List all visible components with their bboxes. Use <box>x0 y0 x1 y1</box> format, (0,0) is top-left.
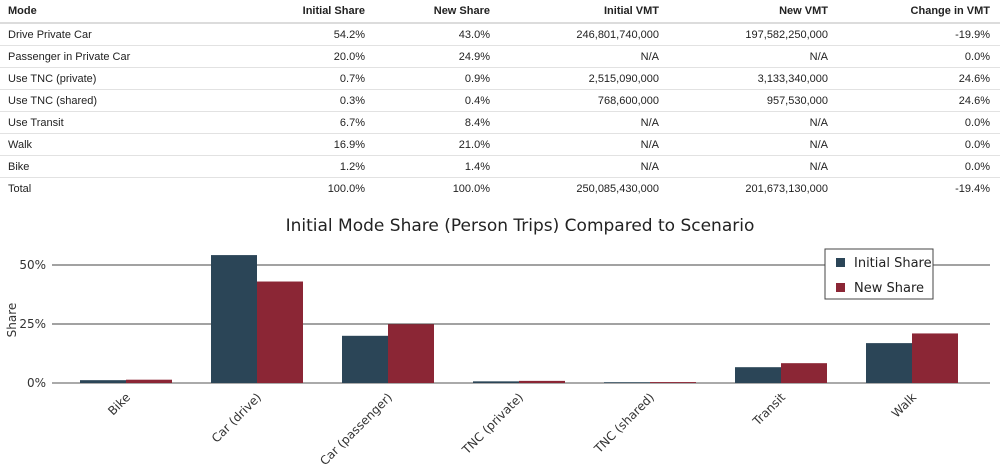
legend-label-initial: Initial Share <box>854 256 932 271</box>
cell-initial-share: 16.9% <box>209 133 371 156</box>
cell-change-vmt: 24.6% <box>834 89 1000 112</box>
y-axis-label: Share <box>5 303 19 338</box>
table-row: Passenger in Private Car 20.0% 24.9% N/A… <box>0 45 1000 68</box>
bar-initial-bike[interactable] <box>80 380 126 383</box>
cell-mode: Total <box>0 177 209 199</box>
cell-new-vmt: N/A <box>665 45 834 68</box>
cell-mode: Walk <box>0 133 209 156</box>
table-row: Walk 16.9% 21.0% N/A N/A 0.0% <box>0 133 1000 156</box>
legend-swatch-new <box>836 283 845 292</box>
cell-new-share: 8.4% <box>371 111 496 134</box>
bar-initial-car-passenger[interactable] <box>342 335 388 383</box>
cell-initial-vmt: 246,801,740,000 <box>496 22 665 46</box>
cell-change-vmt: -19.4% <box>834 177 1000 199</box>
cell-mode: Use TNC (private) <box>0 67 209 90</box>
cell-new-vmt: 3,133,340,000 <box>665 67 834 90</box>
table-row: Use Transit 6.7% 8.4% N/A N/A 0.0% <box>0 111 1000 134</box>
cell-new-share: 100.0% <box>371 177 496 199</box>
cell-mode: Passenger in Private Car <box>0 45 209 68</box>
col-header-new-share: New Share <box>371 0 496 24</box>
legend-label-new: New Share <box>854 281 924 296</box>
x-tick-label: Transit <box>749 390 788 429</box>
chart-title: Initial Mode Share (Person Trips) Compar… <box>286 216 755 236</box>
cell-change-vmt: -19.9% <box>834 22 1000 46</box>
bar-new-tnc-private[interactable] <box>519 380 565 383</box>
cell-initial-vmt: N/A <box>496 133 665 156</box>
cell-new-share: 1.4% <box>371 155 496 178</box>
legend-swatch-initial <box>836 258 845 267</box>
col-header-initial-vmt: Initial VMT <box>496 0 665 24</box>
cell-change-vmt: 24.6% <box>834 67 1000 90</box>
cell-initial-vmt: N/A <box>496 155 665 178</box>
bar-initial-tnc-private[interactable] <box>473 381 519 383</box>
table-row: Drive Private Car 54.2% 43.0% 246,801,74… <box>0 22 1000 46</box>
bar-series <box>80 255 958 383</box>
cell-initial-vmt: 2,515,090,000 <box>496 67 665 90</box>
bar-initial-walk[interactable] <box>866 343 912 383</box>
table-row: Bike 1.2% 1.4% N/A N/A 0.0% <box>0 155 1000 178</box>
mode-share-chart: Initial Mode Share (Person Trips) Compar… <box>5 216 990 468</box>
cell-new-vmt: 957,530,000 <box>665 89 834 112</box>
cell-initial-vmt: 768,600,000 <box>496 89 665 112</box>
table-header-row: Mode Initial Share New Share Initial VMT… <box>0 0 1000 24</box>
y-tick-labels: 0% 25% 50% <box>19 258 46 390</box>
cell-change-vmt: 0.0% <box>834 45 1000 68</box>
cell-initial-vmt: N/A <box>496 45 665 68</box>
x-tick-label: Car (drive) <box>209 390 264 445</box>
table-row-total: Total 100.0% 100.0% 250,085,430,000 201,… <box>0 177 1000 199</box>
cell-initial-share: 0.3% <box>209 89 371 112</box>
col-header-new-vmt: New VMT <box>665 0 834 24</box>
cell-initial-vmt: N/A <box>496 111 665 134</box>
col-header-initial-share: Initial Share <box>209 0 371 24</box>
cell-initial-vmt: 250,085,430,000 <box>496 177 665 199</box>
cell-new-share: 0.4% <box>371 89 496 112</box>
cell-mode: Use TNC (shared) <box>0 89 209 112</box>
bar-new-car-drive[interactable] <box>257 281 303 383</box>
x-tick-labels: Bike Car (drive) Car (passenger) TNC (priva… <box>105 390 919 468</box>
cell-new-vmt: N/A <box>665 111 834 134</box>
x-tick-label: Car (passenger) <box>317 390 395 468</box>
bar-new-car-passenger[interactable] <box>388 324 434 383</box>
table-row: Use TNC (shared) 0.3% 0.4% 768,600,000 9… <box>0 89 1000 112</box>
bar-new-walk[interactable] <box>912 333 958 383</box>
cell-new-vmt: 197,582,250,000 <box>665 22 834 46</box>
table-row: Use TNC (private) 0.7% 0.9% 2,515,090,00… <box>0 67 1000 90</box>
cell-new-share: 21.0% <box>371 133 496 156</box>
legend[interactable]: Initial Share New Share <box>824 248 934 300</box>
x-tick-label: Walk <box>889 390 919 420</box>
cell-initial-share: 6.7% <box>209 111 371 134</box>
cell-mode: Use Transit <box>0 111 209 134</box>
bar-new-tnc-shared[interactable] <box>650 382 696 383</box>
y-tick-label: 0% <box>27 376 46 390</box>
x-tick-label: TNC (shared) <box>591 390 657 456</box>
mode-share-table: Mode Initial Share New Share Initial VMT… <box>0 0 1000 199</box>
bar-initial-tnc-shared[interactable] <box>604 382 650 383</box>
y-tick-label: 25% <box>19 317 46 331</box>
col-header-change-vmt: Change in VMT <box>834 0 1000 24</box>
bar-initial-car-drive[interactable] <box>211 255 257 383</box>
cell-mode: Drive Private Car <box>0 22 209 46</box>
cell-new-share: 43.0% <box>371 22 496 46</box>
y-tick-label: 50% <box>19 258 46 272</box>
cell-initial-share: 0.7% <box>209 67 371 90</box>
cell-initial-share: 54.2% <box>209 22 371 46</box>
cell-new-vmt: 201,673,130,000 <box>665 177 834 199</box>
cell-new-share: 24.9% <box>371 45 496 68</box>
cell-initial-share: 100.0% <box>209 177 371 199</box>
cell-change-vmt: 0.0% <box>834 155 1000 178</box>
col-header-mode: Mode <box>0 0 209 24</box>
bar-initial-transit[interactable] <box>735 367 781 383</box>
cell-change-vmt: 0.0% <box>834 111 1000 134</box>
cell-initial-share: 20.0% <box>209 45 371 68</box>
bar-new-transit[interactable] <box>781 363 827 383</box>
bar-new-bike[interactable] <box>126 379 172 383</box>
cell-new-share: 0.9% <box>371 67 496 90</box>
cell-new-vmt: N/A <box>665 155 834 178</box>
cell-change-vmt: 0.0% <box>834 133 1000 156</box>
x-tick-label: TNC (private) <box>459 390 526 457</box>
cell-new-vmt: N/A <box>665 133 834 156</box>
x-tick-label: Bike <box>105 390 133 418</box>
cell-mode: Bike <box>0 155 209 178</box>
cell-initial-share: 1.2% <box>209 155 371 178</box>
